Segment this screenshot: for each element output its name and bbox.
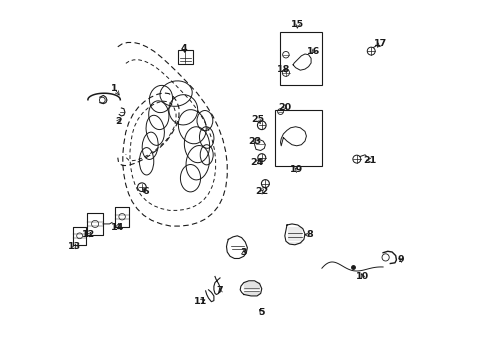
Bar xyxy=(279,32,322,85)
Text: 20: 20 xyxy=(278,103,291,112)
Text: 10: 10 xyxy=(355,272,368,281)
Text: 3: 3 xyxy=(240,248,246,257)
Text: 19: 19 xyxy=(289,165,303,174)
Text: 25: 25 xyxy=(251,115,264,124)
Text: 1: 1 xyxy=(111,84,117,93)
Text: 16: 16 xyxy=(306,46,320,55)
Text: 23: 23 xyxy=(247,136,261,145)
Bar xyxy=(178,50,193,64)
Text: 11: 11 xyxy=(194,297,207,306)
Text: 21: 21 xyxy=(363,156,376,165)
Text: 5: 5 xyxy=(258,308,264,317)
Text: 13: 13 xyxy=(68,242,81,251)
Bar xyxy=(275,110,321,166)
Text: 24: 24 xyxy=(250,158,263,167)
Text: 14: 14 xyxy=(111,223,124,232)
Text: 12: 12 xyxy=(82,230,96,239)
Text: 9: 9 xyxy=(397,256,404,264)
Text: 17: 17 xyxy=(373,40,386,49)
Text: 6: 6 xyxy=(142,187,148,196)
Text: 22: 22 xyxy=(255,187,268,196)
Text: 15: 15 xyxy=(291,20,304,29)
Text: 18: 18 xyxy=(276,65,289,74)
Text: 2: 2 xyxy=(115,117,122,126)
Text: 7: 7 xyxy=(216,287,223,295)
Text: 8: 8 xyxy=(305,230,312,239)
Text: 4: 4 xyxy=(181,44,187,53)
